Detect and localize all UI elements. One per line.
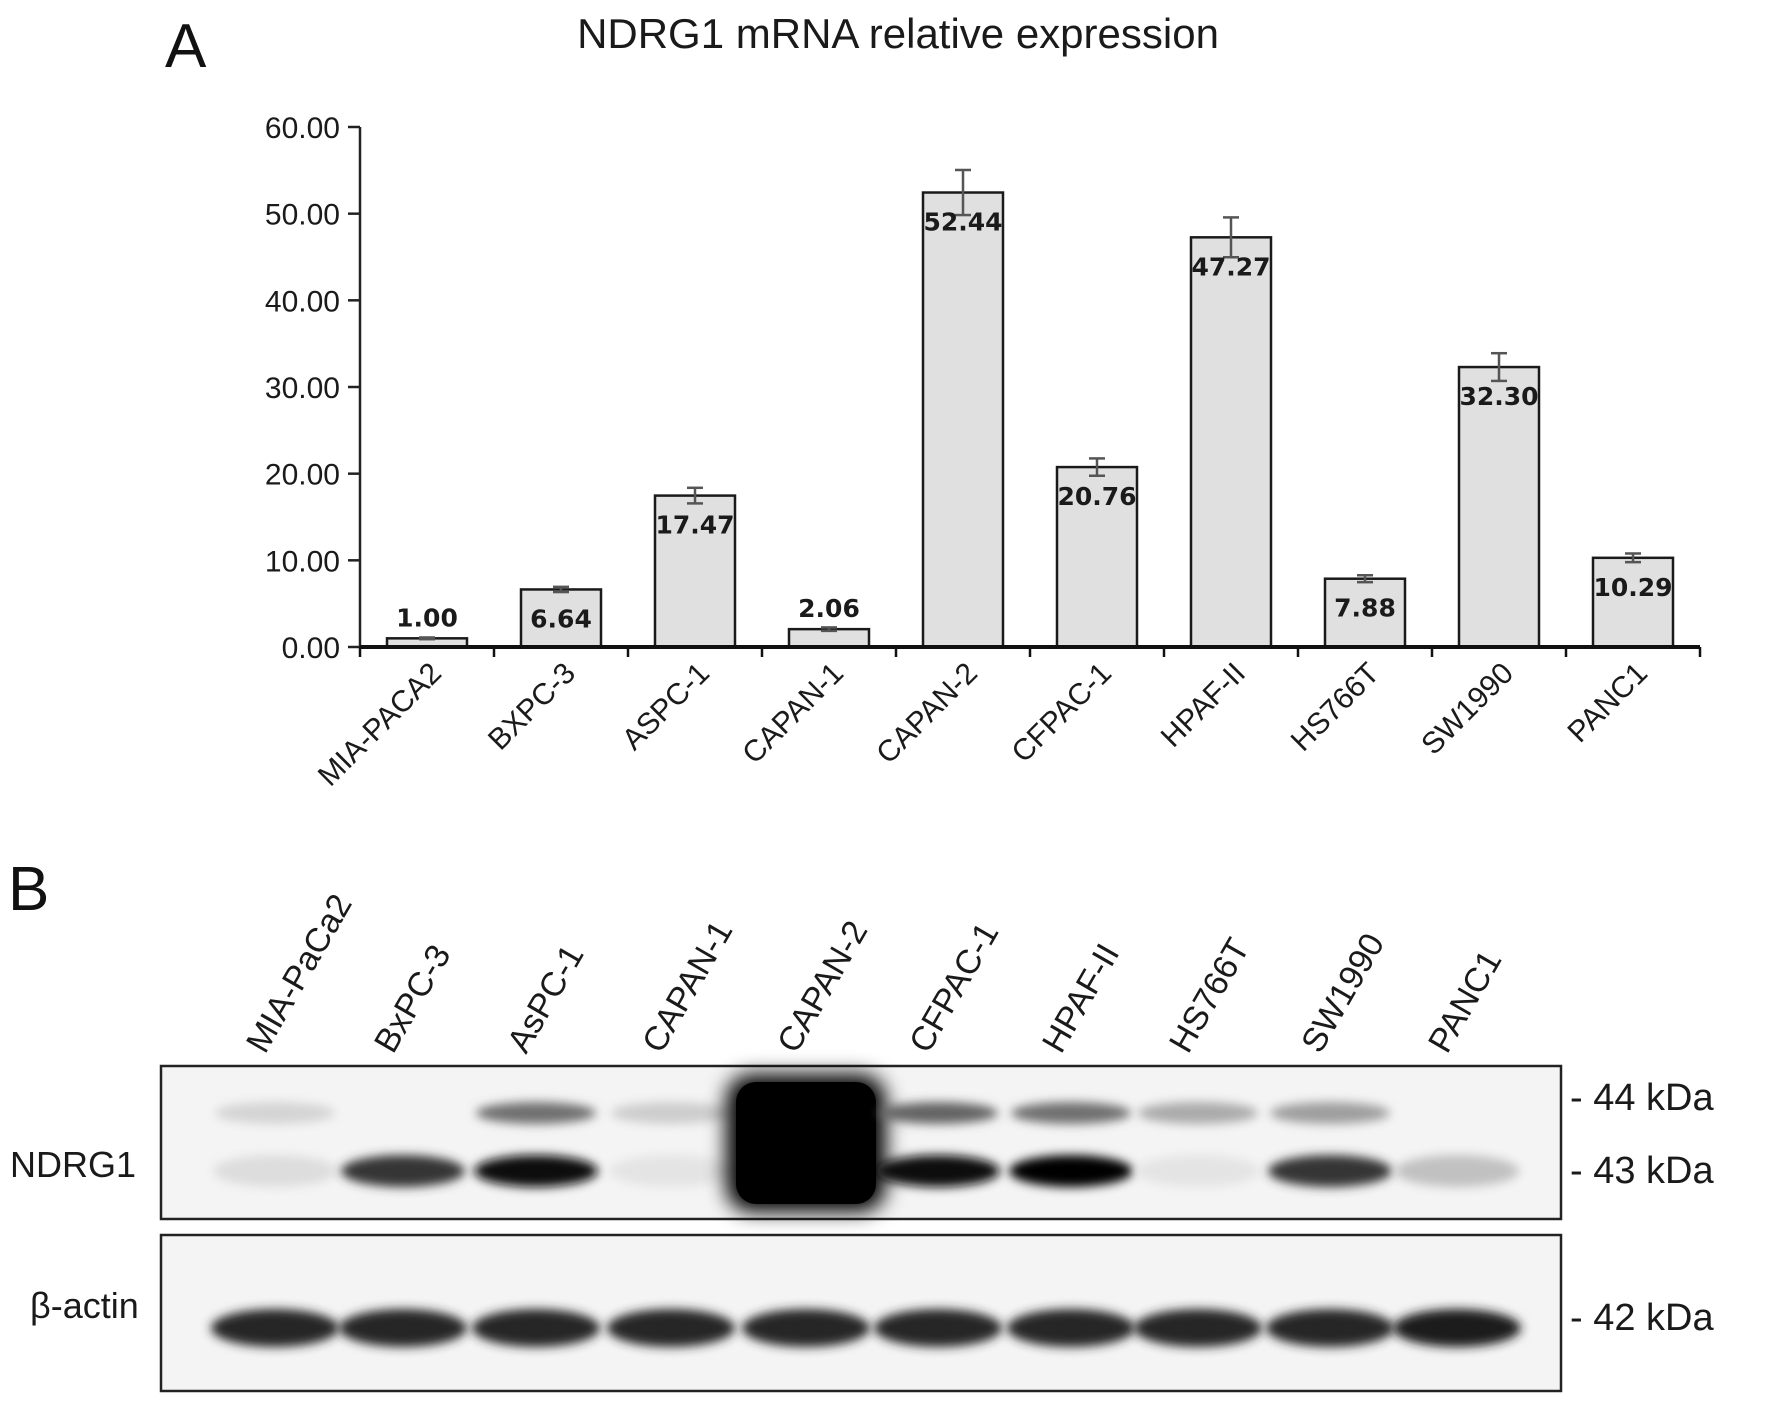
blot-actin (159, 1233, 1563, 1393)
x-tick-label: BXPC-3 (482, 657, 582, 757)
x-tick-label: HS766T (1285, 657, 1386, 758)
row-label-ndrg1: NDRG1 (10, 1144, 136, 1185)
panel-a-letter: A (165, 12, 207, 81)
band-ndrg1-lower (1136, 1155, 1260, 1187)
error-bar (1223, 216, 1239, 259)
band-ndrg1-upper (611, 1102, 731, 1124)
x-tick-label: HPAF-II (1155, 657, 1252, 754)
band-actin (742, 1309, 870, 1347)
band-actin (339, 1309, 467, 1347)
band-ndrg1-lower (609, 1155, 733, 1187)
panel-b-letter: B (8, 855, 49, 924)
band-ndrg1-lower (1009, 1155, 1133, 1187)
error-bar (553, 585, 569, 594)
data-label: 52.44 (923, 208, 1002, 237)
y-tick-label: 10.00 (265, 545, 340, 578)
error-bar (821, 626, 837, 633)
lane-label: HPAF-II (1035, 937, 1127, 1059)
band-ndrg1-lower (213, 1155, 337, 1187)
ndrg1-bands (213, 1074, 1519, 1212)
lane-label: AsPC-1 (500, 939, 591, 1059)
data-label: 20.76 (1057, 482, 1136, 511)
bar (1055, 465, 1139, 649)
bar (1591, 556, 1675, 649)
error-bar (1089, 457, 1105, 477)
band-actin (874, 1309, 1002, 1347)
actin-bands (211, 1309, 1521, 1347)
band-actin (1007, 1309, 1135, 1347)
band-ndrg1-upper (1138, 1102, 1258, 1124)
error-bar (955, 168, 971, 217)
lane-label: SW1990 (1294, 927, 1392, 1059)
y-tick-label: 40.00 (265, 285, 340, 318)
band-ndrg1-upper (476, 1102, 596, 1124)
band-actin (607, 1309, 735, 1347)
row-label-actin: β-actin (30, 1285, 139, 1326)
x-tick-label: CAPAN-2 (870, 657, 984, 771)
y-axis: 0.00 10.00 20.00 30.00 40.00 50.00 60.00 (265, 112, 362, 665)
lane-label: CAPAN-1 (635, 915, 740, 1059)
marker-44kda: - 44 kDa (1570, 1077, 1714, 1119)
y-tick-label: 60.00 (265, 112, 340, 145)
band-ndrg1-core (736, 1082, 876, 1204)
x-tick-label: MIA-PACA2 (312, 657, 448, 793)
y-tick-label: 20.00 (265, 459, 340, 492)
blot-ndrg1 (159, 1064, 1563, 1221)
marker-43kda: - 43 kDa (1570, 1150, 1714, 1192)
lane-label: MIA-PaCa2 (239, 888, 360, 1059)
band-actin (1266, 1309, 1394, 1347)
data-label: 7.88 (1334, 594, 1396, 623)
band-ndrg1-upper (1011, 1102, 1131, 1124)
marker-42kda: - 42 kDa (1570, 1297, 1714, 1339)
band-ndrg1-lower (474, 1155, 598, 1187)
lane-label: BxPC-3 (367, 939, 458, 1059)
data-label: 1.00 (396, 603, 458, 632)
band-ndrg1-lower (341, 1155, 465, 1187)
x-tick-label: CAPAN-1 (736, 657, 850, 771)
y-tick-label: 50.00 (265, 199, 340, 232)
error-bars (419, 168, 1641, 641)
band-ndrg1-lower (876, 1155, 1000, 1187)
y-tick-label: 30.00 (265, 372, 340, 405)
error-bar (1491, 351, 1507, 383)
data-label: 17.47 (655, 511, 734, 540)
error-bar (419, 636, 435, 641)
band-ndrg1-upper (878, 1102, 998, 1124)
x-axis: MIA-PACA2 BXPC-3 ASPC-1 CAPAN-1 CAPAN-2 CFPAC… (312, 645, 1702, 793)
data-label: 2.06 (798, 594, 860, 623)
x-tick-label: ASPC-1 (616, 657, 716, 757)
x-tick-label: CFPAC-1 (1005, 657, 1118, 770)
lane-label: CFPAC-1 (902, 916, 1006, 1059)
x-tick-label: PANC1 (1561, 657, 1653, 749)
bars (385, 191, 1675, 649)
x-tick-label: SW1990 (1415, 657, 1520, 762)
error-bar (1625, 552, 1641, 564)
band-ndrg1-upper (1270, 1102, 1390, 1124)
band-actin (1134, 1309, 1262, 1347)
error-bar (687, 486, 703, 505)
bar (1189, 236, 1273, 649)
data-label: 47.27 (1191, 252, 1270, 281)
data-label: 10.29 (1593, 573, 1672, 602)
chart-title: NDRG1 mRNA relative expression (577, 10, 1219, 57)
bar-chart: 0.00 10.00 20.00 30.00 40.00 50.00 60.00 1.00 6… (265, 112, 1702, 793)
data-label: 32.30 (1459, 382, 1538, 411)
lane-labels: MIA-PaCa2 BxPC-3 AsPC-1 CAPAN-1 CAPAN-2 CFPAC… (239, 888, 1509, 1059)
bar (921, 191, 1005, 649)
error-bar (1357, 573, 1373, 584)
band-actin (211, 1309, 339, 1347)
value-labels: 1.00 6.64 17.47 2.06 52.44 20.76 47.27 7.88 32.3… (396, 208, 1672, 634)
band-ndrg1-lower (1395, 1155, 1519, 1187)
bar (1457, 365, 1541, 649)
band-actin (1393, 1309, 1521, 1347)
data-label: 6.64 (530, 604, 592, 633)
band-ndrg1-lower (1268, 1155, 1392, 1187)
band-ndrg1-upper (215, 1102, 335, 1124)
lane-label: CAPAN-2 (770, 915, 875, 1059)
lane-label: HS766T (1162, 932, 1257, 1059)
band-actin (472, 1309, 600, 1347)
y-tick-label: 0.00 (282, 632, 340, 665)
lane-label: PANC1 (1421, 944, 1509, 1059)
